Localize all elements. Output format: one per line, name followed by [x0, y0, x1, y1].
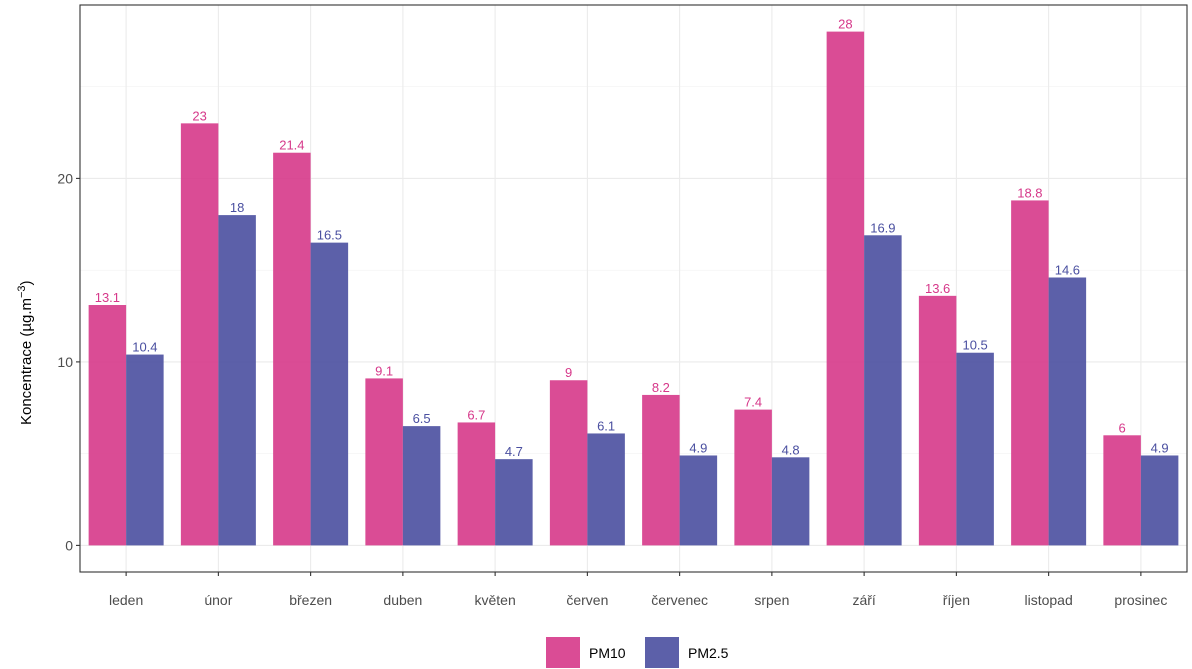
data-label: 8.2 [652, 380, 670, 395]
data-label: 14.6 [1055, 262, 1080, 277]
bar-pm25-květen [495, 459, 533, 546]
data-label: 4.9 [1151, 440, 1169, 455]
bar-pm10-říjen [918, 295, 957, 546]
bar-pm10-březen [273, 152, 311, 546]
bar-pm25-únor [218, 215, 256, 546]
x-tick-label: únor [204, 592, 232, 608]
x-tick-label: listopad [1024, 592, 1072, 608]
y-axis-title: Koncentrace (µg.m−3) [16, 280, 35, 425]
data-label: 4.7 [505, 444, 523, 459]
y-tick-label: 0 [65, 537, 73, 553]
bar-pm25-září [864, 235, 902, 546]
legend-key-pm10 [546, 637, 580, 668]
x-tick-label: srpen [754, 592, 789, 608]
bar-pm25-červen [587, 433, 625, 546]
bar-pm25-červenec [679, 455, 718, 546]
y-tick-label: 20 [57, 170, 73, 186]
x-tick-label: březen [289, 592, 332, 608]
bar-pm25-říjen [956, 352, 994, 546]
bar-pm10-srpen [734, 409, 772, 546]
bar-pm25-prosinec [1140, 455, 1179, 546]
data-label: 28 [838, 17, 852, 32]
x-tick-label: září [852, 592, 875, 608]
data-label: 21.4 [279, 138, 304, 153]
legend-label: PM2.5 [688, 645, 729, 661]
bar-pm10-duben [365, 378, 403, 546]
bar-pm10-září [826, 31, 865, 546]
data-label: 4.8 [782, 442, 800, 457]
x-tick-label: květen [475, 592, 516, 608]
y-tick-label: 10 [57, 354, 73, 370]
bar-pm10-prosinec [1103, 435, 1141, 546]
data-label: 6 [1119, 420, 1126, 435]
data-label: 18.8 [1017, 185, 1042, 200]
data-label: 23 [192, 108, 206, 123]
x-tick-label: prosinec [1114, 592, 1167, 608]
x-tick-label: leden [109, 592, 143, 608]
data-label: 6.5 [413, 411, 431, 426]
data-label: 13.6 [925, 281, 950, 296]
data-label: 10.4 [132, 340, 157, 355]
bar-pm25-duben [402, 426, 441, 546]
data-label: 16.5 [317, 228, 342, 243]
data-label: 4.9 [689, 440, 707, 455]
legend-label: PM10 [589, 645, 626, 661]
x-tick-label: duben [383, 592, 422, 608]
data-label: 6.7 [467, 407, 485, 422]
panel-border [79, 4, 1188, 573]
bar-pm10-květen [457, 422, 496, 546]
bar-pm10-leden [88, 305, 127, 546]
data-label: 9 [565, 365, 572, 380]
bar-pm25-srpen [771, 457, 810, 546]
bar-pm25-leden [126, 354, 164, 546]
bar-pm10-únor [180, 123, 219, 546]
bar-pm25-listopad [1048, 277, 1087, 546]
x-tick-label: červenec [651, 592, 708, 608]
legend-key-pm25 [645, 637, 679, 668]
data-label: 7.4 [744, 395, 762, 410]
data-label: 6.1 [597, 418, 615, 433]
x-tick-label: červen [566, 592, 608, 608]
x-tick-label: říjen [943, 592, 970, 608]
data-label: 10.5 [962, 338, 987, 353]
data-label: 16.9 [870, 220, 895, 235]
bar-pm10-červenec [642, 394, 680, 546]
bar-pm10-listopad [1011, 200, 1049, 546]
bar-pm25-březen [310, 242, 349, 546]
bar-pm10-červen [549, 380, 588, 546]
data-label: 18 [230, 200, 244, 215]
data-label: 13.1 [95, 290, 120, 305]
data-label: 9.1 [375, 363, 393, 378]
